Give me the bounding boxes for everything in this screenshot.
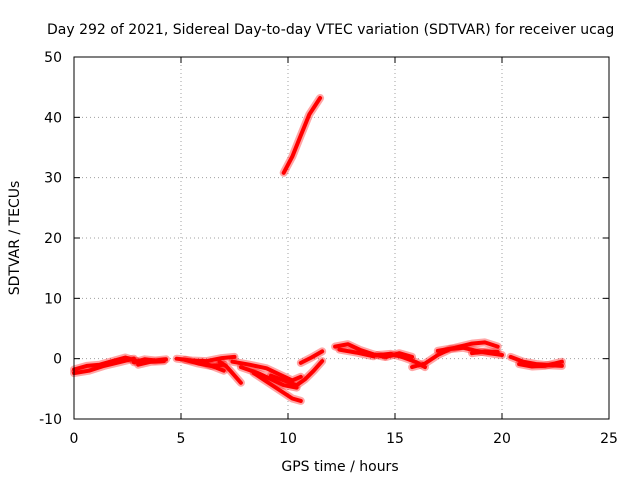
x-axis-label: GPS time / hours — [281, 459, 398, 475]
series-arc-9-halo — [228, 357, 305, 385]
y-tick-label: 50 — [44, 50, 62, 66]
axis-ticks — [73, 56, 610, 420]
series-arc-18-halo — [382, 349, 417, 361]
series-arc-7-halo — [198, 358, 228, 375]
series-arc-11-halo — [249, 369, 305, 405]
series-arc-7 — [200, 360, 226, 373]
series-arc-13 — [298, 349, 325, 365]
series-arc-12-halo — [266, 357, 327, 390]
series-arc-12 — [268, 359, 325, 388]
y-tick-label: 10 — [44, 291, 62, 307]
x-tick-label: 25 — [600, 431, 618, 447]
series-arc-8-halo — [215, 357, 245, 387]
series-arc-18 — [384, 351, 415, 359]
series-arc-2 — [72, 356, 136, 376]
x-tick-label: 5 — [177, 431, 186, 447]
x-tick-label: 10 — [279, 431, 297, 447]
series-arc-21 — [470, 349, 500, 356]
series-arc-4-halo — [134, 357, 168, 369]
series-arc-9 — [230, 359, 303, 383]
series-arc-10-halo — [236, 363, 301, 392]
x-tick-label: 20 — [493, 431, 511, 447]
y-tick-label: 0 — [53, 352, 62, 368]
series-arc-4 — [136, 359, 166, 367]
grid-lines — [74, 57, 609, 419]
x-tick-label: 0 — [70, 431, 79, 447]
y-tick-label: 30 — [44, 171, 62, 187]
series-arc-23-halo — [515, 357, 566, 371]
series-arc-23 — [517, 359, 564, 369]
series-arc-20-halo — [433, 338, 502, 355]
x-tick-label: 15 — [386, 431, 404, 447]
series-arc-14-halo — [279, 94, 325, 177]
series-arc-14 — [281, 96, 323, 175]
series-arc-8 — [217, 359, 243, 385]
y-axis-tick-labels: -10 0 10 20 30 40 50 — [39, 50, 62, 428]
y-tick-label: -10 — [39, 412, 62, 428]
x-axis-tick-labels: 0 5 10 15 20 25 — [70, 431, 618, 447]
y-tick-label: 20 — [44, 231, 62, 247]
y-axis-label: SDTVAR / TECUs — [7, 181, 23, 296]
series-arc-20 — [435, 340, 500, 353]
series-arc-21-halo — [468, 347, 502, 358]
series-arc-16-halo — [335, 345, 378, 361]
chart-title: Day 292 of 2021, Sidereal Day-to-day VTE… — [47, 22, 614, 38]
y-tick-label: 40 — [44, 110, 62, 126]
series-arc-16 — [337, 347, 376, 359]
series-arc-13-halo — [296, 347, 327, 367]
data-series — [70, 94, 566, 405]
series-arc-10 — [238, 365, 299, 390]
series-arc-2-halo — [70, 354, 138, 378]
series-arc-11 — [251, 371, 303, 403]
